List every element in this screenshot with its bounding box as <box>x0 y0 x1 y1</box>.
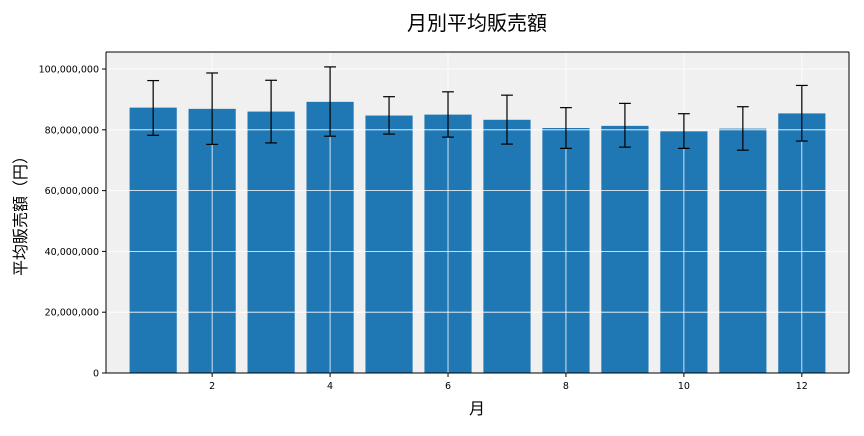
axes <box>105 51 850 374</box>
y-axis-label: 平均販売額（円） <box>11 148 30 276</box>
x-tick-label-10: 10 <box>678 381 690 392</box>
y-tick-label-0: 0 <box>93 369 99 380</box>
x-axis-label: 月 <box>469 399 485 418</box>
x-tick-label-8: 8 <box>563 381 569 392</box>
bar-month-5 <box>365 115 413 373</box>
ticks: 0 20,000,000 40,000,000 60,000,000 80,000,00… <box>39 65 808 392</box>
x-tick-label-6: 6 <box>445 381 451 392</box>
y-tick-label-1: 20,000,000 <box>45 308 99 319</box>
grid-lines <box>106 52 849 373</box>
x-tick-label-4: 4 <box>327 381 333 392</box>
error-bars <box>147 66 808 151</box>
y-tick-label-4: 80,000,000 <box>45 125 99 136</box>
y-tick-label-2: 40,000,000 <box>45 247 99 258</box>
bar-month-11 <box>719 128 767 373</box>
x-tick-label-12: 12 <box>796 381 808 392</box>
bar-month-1 <box>129 107 177 373</box>
bar-month-9 <box>601 125 649 373</box>
y-tick-label-3: 60,000,000 <box>45 186 99 197</box>
chart-title: 月別平均販売額 <box>407 11 547 35</box>
y-tick-label-5: 100,000,000 <box>39 65 99 76</box>
bar-month-7 <box>483 119 531 374</box>
x-tick-label-2: 2 <box>209 381 215 392</box>
bar-month-3 <box>247 111 295 374</box>
